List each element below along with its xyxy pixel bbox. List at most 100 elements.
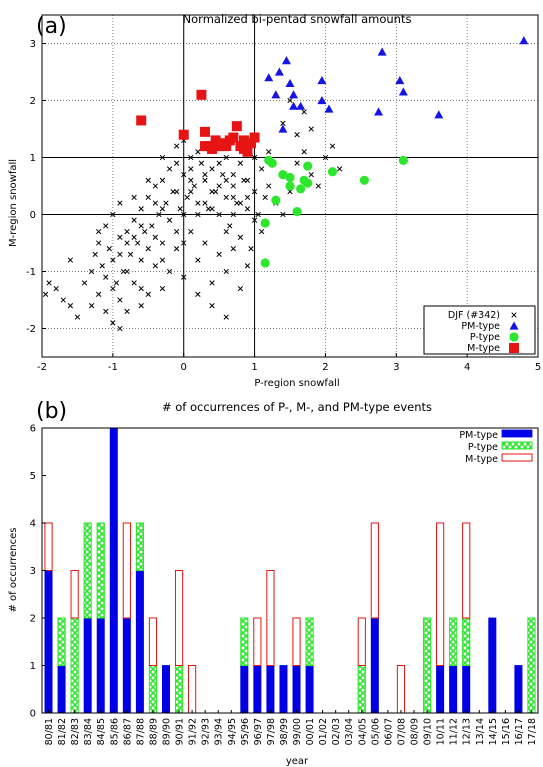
- djf-point: [294, 160, 300, 166]
- bar-pm-type: [449, 665, 458, 714]
- p-type-point: [303, 178, 313, 188]
- djf-point: [188, 228, 194, 235]
- y-tick-label: 2: [30, 614, 36, 625]
- pm-type-point: [289, 101, 299, 110]
- bar-p-type: [57, 617, 66, 666]
- djf-point: [266, 149, 272, 155]
- djf-point: [117, 297, 123, 303]
- djf-point: [131, 194, 137, 201]
- djf-point: [195, 149, 201, 155]
- x-tick-label: 09/10: [423, 718, 434, 745]
- p-type-point: [260, 258, 270, 268]
- m-type-point: [246, 138, 257, 149]
- legend-label-m: M-type: [467, 343, 500, 354]
- panel-a-letter: (a): [36, 14, 67, 39]
- m-type-point: [210, 135, 221, 146]
- djf-point: [173, 228, 180, 235]
- p-type-point: [327, 167, 338, 177]
- djf-point: [237, 234, 244, 240]
- x-tick-label: 98/99: [279, 718, 290, 745]
- p-type-point: [260, 218, 270, 228]
- djf-point: [329, 143, 336, 149]
- djf-point: [230, 246, 236, 252]
- djf-point: [138, 303, 144, 309]
- bar-xlabel: year: [286, 756, 309, 767]
- x-tick-label: 11/12: [449, 718, 460, 745]
- bar-m-type: [253, 617, 262, 666]
- bar-legend: PM-type P-type M-type: [459, 429, 533, 465]
- legend-label-djf: DJF (#342): [448, 310, 500, 321]
- x-tick-label: 13/14: [475, 718, 486, 745]
- scatter-ylabel: M-region snowfall: [8, 159, 19, 247]
- djf-point: [88, 303, 95, 309]
- bar-m-type: [357, 617, 366, 666]
- djf-point: [202, 240, 208, 246]
- djf-point: [159, 240, 166, 246]
- djf-point: [301, 109, 307, 115]
- djf-point: [138, 223, 144, 229]
- djf-point: [195, 211, 201, 218]
- djf-point: [117, 234, 123, 240]
- djf-point: [142, 228, 148, 235]
- djf-point: [156, 211, 162, 218]
- djf-point: [117, 325, 123, 332]
- p-type-point: [285, 181, 295, 191]
- bar-pm-type: [462, 665, 471, 714]
- x-tick-label: 08/09: [410, 718, 421, 745]
- djf-point: [223, 268, 229, 275]
- m-type-point: [178, 129, 189, 140]
- djf-point: [198, 160, 205, 166]
- bar-m-type: [292, 617, 301, 666]
- panel-b-letter: (b): [36, 399, 67, 424]
- djf-point: [195, 257, 201, 263]
- djf-point: [294, 132, 300, 138]
- m-type-point: [238, 135, 249, 146]
- djf-point: [181, 240, 187, 246]
- djf-point: [145, 246, 151, 252]
- djf-point: [188, 189, 194, 195]
- djf-point: [124, 308, 130, 315]
- djf-point: [127, 251, 134, 258]
- bar-m-type: [436, 522, 445, 666]
- djf-point: [181, 211, 187, 218]
- m-type-point: [238, 143, 249, 154]
- bar-pm-type: [161, 665, 170, 714]
- pm-type-legend-symbol: [509, 321, 519, 330]
- x-tick-label: -2: [37, 362, 47, 373]
- djf-point: [131, 234, 137, 240]
- bar-pm-type: [57, 665, 66, 714]
- x-tick-label: 3: [393, 362, 399, 373]
- y-tick-label: 0: [30, 709, 36, 720]
- m-type-point: [217, 138, 228, 149]
- djf-point: [216, 211, 222, 218]
- djf-point: [244, 263, 251, 269]
- djf-point: [220, 171, 226, 178]
- djf-point: [223, 194, 229, 201]
- m-type-point: [224, 135, 235, 146]
- bar-p-type: [240, 617, 249, 666]
- x-tick-label: 04/05: [357, 718, 368, 745]
- pm-type-point: [398, 87, 408, 96]
- bar-panel: (b) # of occurrences of P-, M-, and PM-t…: [8, 399, 539, 767]
- djf-point: [88, 268, 95, 275]
- x-tick-label: 83/84: [83, 718, 94, 745]
- djf-point: [188, 177, 194, 183]
- y-tick-label: 3: [30, 39, 36, 50]
- djf-point: [223, 314, 229, 320]
- x-tick-label: 5: [535, 362, 541, 373]
- djf-point: [42, 291, 49, 297]
- x-tick-label: 16/17: [514, 718, 525, 745]
- bar-pm-type: [488, 617, 497, 714]
- djf-point: [131, 280, 137, 286]
- x-tick-label: 91/92: [188, 718, 199, 745]
- djf-point: [255, 211, 261, 218]
- bar-pm-type: [240, 665, 249, 714]
- djf-point: [67, 257, 73, 263]
- djf-point: [145, 194, 151, 201]
- x-tick-label: 86/87: [122, 718, 133, 745]
- bar-p-type: [422, 617, 432, 714]
- djf-point: [96, 240, 102, 246]
- djf-point: [124, 268, 130, 275]
- x-tick-label: 12/13: [462, 718, 473, 745]
- scatter-panel: (a) Normalized bi-pentad snowfall amount…: [8, 12, 541, 389]
